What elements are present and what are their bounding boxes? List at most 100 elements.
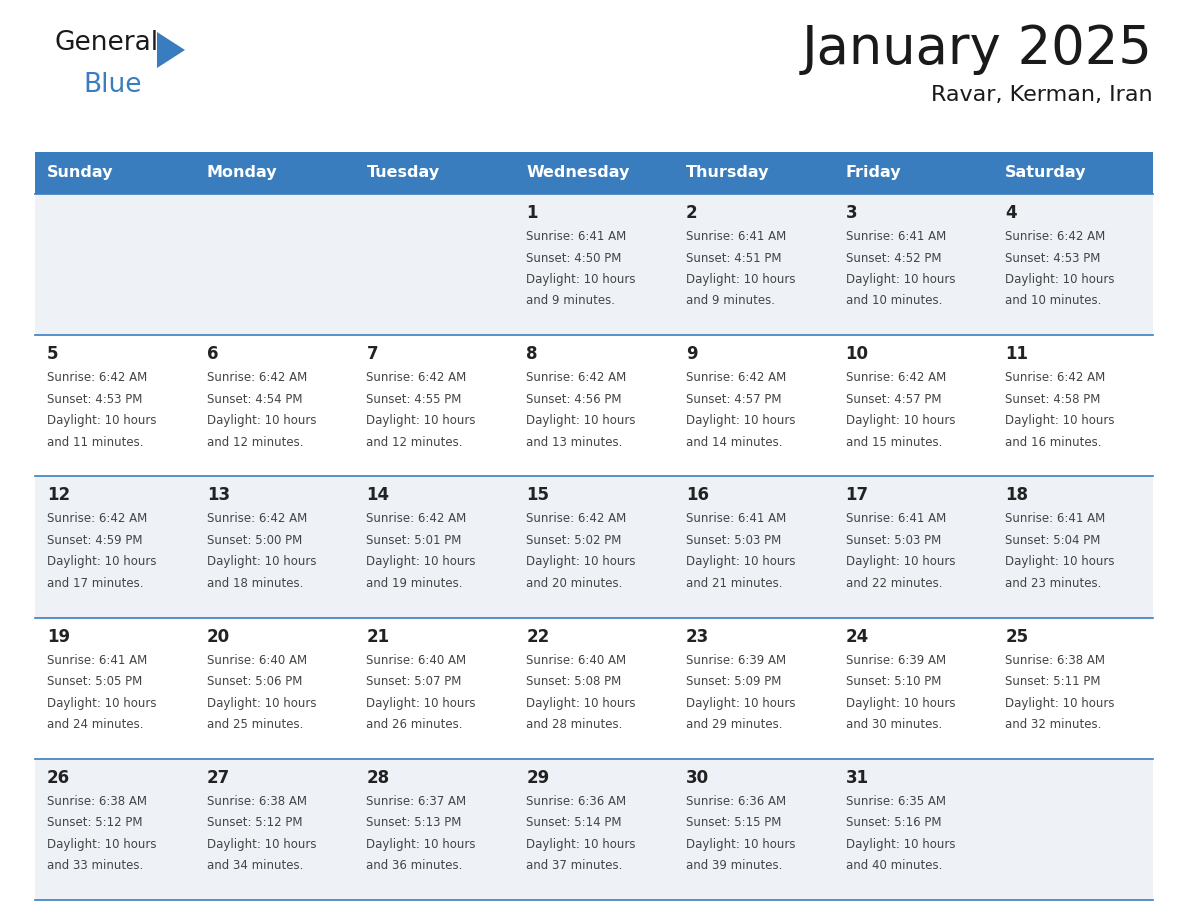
Text: 18: 18 [1005,487,1029,504]
Text: Wednesday: Wednesday [526,165,630,181]
Text: Sunset: 5:16 PM: Sunset: 5:16 PM [846,816,941,829]
Text: Sunset: 4:53 PM: Sunset: 4:53 PM [1005,252,1100,264]
Bar [354,759,514,900]
Bar [993,759,1154,900]
Text: 28: 28 [366,768,390,787]
Bar [993,152,1154,194]
Text: Sunset: 4:59 PM: Sunset: 4:59 PM [48,534,143,547]
Text: Sunset: 5:15 PM: Sunset: 5:15 PM [685,816,782,829]
Text: Sunrise: 6:42 AM: Sunrise: 6:42 AM [48,512,147,525]
Text: Sunrise: 6:38 AM: Sunrise: 6:38 AM [1005,654,1105,666]
Text: and 25 minutes.: and 25 minutes. [207,718,303,731]
Bar [354,476,514,618]
Text: Sunrise: 6:40 AM: Sunrise: 6:40 AM [207,654,307,666]
Text: Sunrise: 6:35 AM: Sunrise: 6:35 AM [846,795,946,808]
Text: Sunrise: 6:41 AM: Sunrise: 6:41 AM [685,230,786,243]
Text: January 2025: January 2025 [802,23,1154,75]
Bar [514,194,674,335]
Bar [34,618,195,759]
Text: 13: 13 [207,487,229,504]
Text: Sunrise: 6:41 AM: Sunrise: 6:41 AM [846,512,946,525]
Bar [674,152,834,194]
Text: 8: 8 [526,345,538,364]
Bar [834,194,993,335]
Text: 1: 1 [526,204,538,222]
Text: Blue: Blue [83,72,141,98]
Text: and 14 minutes.: and 14 minutes. [685,436,783,449]
Text: Daylight: 10 hours: Daylight: 10 hours [526,555,636,568]
Polygon shape [157,32,185,68]
Bar [993,194,1154,335]
Bar [993,335,1154,476]
Text: Sunrise: 6:42 AM: Sunrise: 6:42 AM [1005,230,1106,243]
Text: and 10 minutes.: and 10 minutes. [1005,295,1101,308]
Text: and 16 minutes.: and 16 minutes. [1005,436,1101,449]
Text: 21: 21 [366,628,390,645]
Text: and 37 minutes.: and 37 minutes. [526,859,623,872]
Text: Sunrise: 6:37 AM: Sunrise: 6:37 AM [366,795,467,808]
Text: 11: 11 [1005,345,1029,364]
Bar [993,618,1154,759]
Bar [993,476,1154,618]
Bar [195,618,354,759]
Text: Daylight: 10 hours: Daylight: 10 hours [1005,555,1114,568]
Bar [514,152,674,194]
Text: and 24 minutes.: and 24 minutes. [48,718,144,731]
Text: Sunrise: 6:42 AM: Sunrise: 6:42 AM [207,371,307,385]
Bar [354,335,514,476]
Text: 26: 26 [48,768,70,787]
Text: and 18 minutes.: and 18 minutes. [207,577,303,590]
Text: and 12 minutes.: and 12 minutes. [207,436,303,449]
Text: Sunset: 4:53 PM: Sunset: 4:53 PM [48,393,143,406]
Text: Sunrise: 6:38 AM: Sunrise: 6:38 AM [48,795,147,808]
Text: Sunrise: 6:40 AM: Sunrise: 6:40 AM [366,654,467,666]
Bar [354,194,514,335]
Text: Sunrise: 6:42 AM: Sunrise: 6:42 AM [1005,371,1106,385]
Text: 16: 16 [685,487,709,504]
Bar [674,759,834,900]
Text: Sunrise: 6:40 AM: Sunrise: 6:40 AM [526,654,626,666]
Text: Sunset: 5:05 PM: Sunset: 5:05 PM [48,675,143,688]
Text: Sunrise: 6:41 AM: Sunrise: 6:41 AM [846,230,946,243]
Text: and 29 minutes.: and 29 minutes. [685,718,783,731]
Text: Sunset: 5:13 PM: Sunset: 5:13 PM [366,816,462,829]
Text: 3: 3 [846,204,858,222]
Text: 29: 29 [526,768,549,787]
Text: 20: 20 [207,628,229,645]
Text: Sunset: 4:51 PM: Sunset: 4:51 PM [685,252,782,264]
Text: and 39 minutes.: and 39 minutes. [685,859,782,872]
Bar [834,152,993,194]
Text: Sunset: 5:00 PM: Sunset: 5:00 PM [207,534,302,547]
Text: Daylight: 10 hours: Daylight: 10 hours [846,414,955,427]
Text: and 34 minutes.: and 34 minutes. [207,859,303,872]
Text: 6: 6 [207,345,219,364]
Bar [34,335,195,476]
Text: Sunrise: 6:42 AM: Sunrise: 6:42 AM [526,512,626,525]
Bar [674,194,834,335]
Bar [514,759,674,900]
Text: Thursday: Thursday [685,165,770,181]
Text: Sunset: 5:07 PM: Sunset: 5:07 PM [366,675,462,688]
Text: 19: 19 [48,628,70,645]
Text: Ravar, Kerman, Iran: Ravar, Kerman, Iran [931,85,1154,105]
Text: and 9 minutes.: and 9 minutes. [526,295,615,308]
Text: Sunset: 5:01 PM: Sunset: 5:01 PM [366,534,462,547]
Text: Daylight: 10 hours: Daylight: 10 hours [366,838,476,851]
Text: Daylight: 10 hours: Daylight: 10 hours [846,838,955,851]
Text: and 10 minutes.: and 10 minutes. [846,295,942,308]
Text: Sunrise: 6:42 AM: Sunrise: 6:42 AM [526,371,626,385]
Text: and 21 minutes.: and 21 minutes. [685,577,783,590]
Text: 23: 23 [685,628,709,645]
Text: and 9 minutes.: and 9 minutes. [685,295,775,308]
Text: Sunset: 5:10 PM: Sunset: 5:10 PM [846,675,941,688]
Text: Daylight: 10 hours: Daylight: 10 hours [207,555,316,568]
Bar [34,194,195,335]
Text: Daylight: 10 hours: Daylight: 10 hours [207,838,316,851]
Text: Daylight: 10 hours: Daylight: 10 hours [366,414,476,427]
Text: Friday: Friday [846,165,902,181]
Bar [834,335,993,476]
Text: and 15 minutes.: and 15 minutes. [846,436,942,449]
Text: Sunset: 5:06 PM: Sunset: 5:06 PM [207,675,302,688]
Text: and 22 minutes.: and 22 minutes. [846,577,942,590]
Text: Tuesday: Tuesday [366,165,440,181]
